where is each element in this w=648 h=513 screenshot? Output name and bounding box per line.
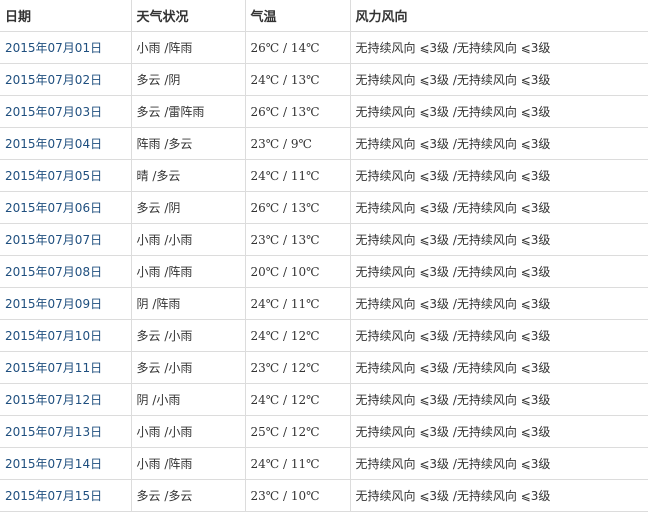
table-row: 2015年07月13日 小雨 /小雨 25℃ / 12℃ 无持续风向 ⩽3级 /无持续… — [0, 415, 648, 448]
date-link[interactable]: 2015年07月15日 — [5, 489, 103, 503]
wind-cell: 无持续风向 ⩽3级 /无持续风向 ⩽3级 — [349, 319, 648, 352]
header-date: 日期 — [0, 0, 132, 32]
header-wind: 风力风向 — [349, 0, 648, 32]
table-header-row: 日期 天气状况 气温 风力风向 — [0, 0, 648, 32]
table-row: 2015年07月01日 小雨 /阵雨 26℃ / 14℃ 无持续风向 ⩽3级 /无持续… — [0, 31, 648, 64]
weather-cell: 小雨 /阵雨 — [130, 255, 246, 288]
table-row: 2015年07月09日 阴 /阵雨 24℃ / 11℃ 无持续风向 ⩽3级 /无持续风… — [0, 287, 648, 320]
date-cell: 2015年07月13日 — [0, 415, 132, 448]
date-link[interactable]: 2015年07月10日 — [5, 329, 103, 343]
date-link[interactable]: 2015年07月01日 — [5, 41, 103, 55]
table-row: 2015年07月11日 多云 /小雨 23℃ / 12℃ 无持续风向 ⩽3级 /无持续… — [0, 351, 648, 384]
weather-cell: 阵雨 /多云 — [130, 127, 246, 160]
wind-cell: 无持续风向 ⩽3级 /无持续风向 ⩽3级 — [349, 479, 648, 512]
date-cell: 2015年07月04日 — [0, 127, 132, 160]
table-row: 2015年07月03日 多云 /雷阵雨 26℃ / 13℃ 无持续风向 ⩽3级 /无持… — [0, 95, 648, 128]
wind-cell: 无持续风向 ⩽3级 /无持续风向 ⩽3级 — [349, 31, 648, 64]
date-link[interactable]: 2015年07月06日 — [5, 201, 103, 215]
weather-cell: 晴 /多云 — [130, 159, 246, 192]
date-link[interactable]: 2015年07月11日 — [5, 361, 103, 375]
temperature-cell: 23℃ / 9℃ — [244, 127, 351, 160]
date-link[interactable]: 2015年07月08日 — [5, 265, 103, 279]
temperature-cell: 26℃ / 13℃ — [244, 191, 351, 224]
date-link[interactable]: 2015年07月04日 — [5, 137, 103, 151]
weather-cell: 多云 /雷阵雨 — [130, 95, 246, 128]
temperature-cell: 25℃ / 12℃ — [244, 415, 351, 448]
weather-cell: 阴 /阵雨 — [130, 287, 246, 320]
weather-cell: 多云 /阴 — [130, 191, 246, 224]
date-cell: 2015年07月09日 — [0, 287, 132, 320]
date-cell: 2015年07月14日 — [0, 447, 132, 480]
temperature-cell: 23℃ / 13℃ — [244, 223, 351, 256]
table-row: 2015年07月06日 多云 /阴 26℃ / 13℃ 无持续风向 ⩽3级 /无持续风… — [0, 191, 648, 224]
date-cell: 2015年07月03日 — [0, 95, 132, 128]
date-link[interactable]: 2015年07月07日 — [5, 233, 103, 247]
wind-cell: 无持续风向 ⩽3级 /无持续风向 ⩽3级 — [349, 63, 648, 96]
table-row: 2015年07月08日 小雨 /阵雨 20℃ / 10℃ 无持续风向 ⩽3级 /无持续… — [0, 255, 648, 288]
weather-cell: 小雨 /小雨 — [130, 415, 246, 448]
date-cell: 2015年07月05日 — [0, 159, 132, 192]
date-cell: 2015年07月06日 — [0, 191, 132, 224]
weather-cell: 多云 /小雨 — [130, 319, 246, 352]
header-weather: 天气状况 — [130, 0, 246, 32]
date-cell: 2015年07月08日 — [0, 255, 132, 288]
wind-cell: 无持续风向 ⩽3级 /无持续风向 ⩽3级 — [349, 287, 648, 320]
header-temperature: 气温 — [244, 0, 351, 32]
table-row: 2015年07月12日 阴 /小雨 24℃ / 12℃ 无持续风向 ⩽3级 /无持续风… — [0, 383, 648, 416]
date-cell: 2015年07月10日 — [0, 319, 132, 352]
table-row: 2015年07月02日 多云 /阴 24℃ / 13℃ 无持续风向 ⩽3级 /无持续风… — [0, 63, 648, 96]
date-cell: 2015年07月11日 — [0, 351, 132, 384]
temperature-cell: 26℃ / 14℃ — [244, 31, 351, 64]
date-cell: 2015年07月12日 — [0, 383, 132, 416]
wind-cell: 无持续风向 ⩽3级 /无持续风向 ⩽3级 — [349, 351, 648, 384]
wind-cell: 无持续风向 ⩽3级 /无持续风向 ⩽3级 — [349, 191, 648, 224]
temperature-cell: 24℃ / 12℃ — [244, 319, 351, 352]
date-link[interactable]: 2015年07月05日 — [5, 169, 103, 183]
temperature-cell: 20℃ / 10℃ — [244, 255, 351, 288]
temperature-cell: 24℃ / 11℃ — [244, 287, 351, 320]
wind-cell: 无持续风向 ⩽3级 /无持续风向 ⩽3级 — [349, 223, 648, 256]
temperature-cell: 24℃ / 12℃ — [244, 383, 351, 416]
wind-cell: 无持续风向 ⩽3级 /无持续风向 ⩽3级 — [349, 95, 648, 128]
temperature-cell: 24℃ / 13℃ — [244, 63, 351, 96]
table-row: 2015年07月14日 小雨 /阵雨 24℃ / 11℃ 无持续风向 ⩽3级 /无持续… — [0, 447, 648, 480]
wind-cell: 无持续风向 ⩽3级 /无持续风向 ⩽3级 — [349, 383, 648, 416]
weather-cell: 小雨 /阵雨 — [130, 31, 246, 64]
table-row: 2015年07月10日 多云 /小雨 24℃ / 12℃ 无持续风向 ⩽3级 /无持续… — [0, 319, 648, 352]
temperature-cell: 23℃ / 10℃ — [244, 479, 351, 512]
table-row: 2015年07月07日 小雨 /小雨 23℃ / 13℃ 无持续风向 ⩽3级 /无持续… — [0, 223, 648, 256]
temperature-cell: 26℃ / 13℃ — [244, 95, 351, 128]
date-cell: 2015年07月01日 — [0, 31, 132, 64]
date-cell: 2015年07月15日 — [0, 479, 132, 512]
wind-cell: 无持续风向 ⩽3级 /无持续风向 ⩽3级 — [349, 415, 648, 448]
date-link[interactable]: 2015年07月03日 — [5, 105, 103, 119]
wind-cell: 无持续风向 ⩽3级 /无持续风向 ⩽3级 — [349, 127, 648, 160]
temperature-cell: 24℃ / 11℃ — [244, 447, 351, 480]
weather-cell: 多云 /阴 — [130, 63, 246, 96]
date-cell: 2015年07月07日 — [0, 223, 132, 256]
weather-cell: 小雨 /小雨 — [130, 223, 246, 256]
weather-cell: 小雨 /阵雨 — [130, 447, 246, 480]
table-row: 2015年07月15日 多云 /多云 23℃ / 10℃ 无持续风向 ⩽3级 /无持续… — [0, 479, 648, 512]
wind-cell: 无持续风向 ⩽3级 /无持续风向 ⩽3级 — [349, 447, 648, 480]
wind-cell: 无持续风向 ⩽3级 /无持续风向 ⩽3级 — [349, 159, 648, 192]
weather-cell: 阴 /小雨 — [130, 383, 246, 416]
date-link[interactable]: 2015年07月13日 — [5, 425, 103, 439]
date-cell: 2015年07月02日 — [0, 63, 132, 96]
temperature-cell: 24℃ / 11℃ — [244, 159, 351, 192]
date-link[interactable]: 2015年07月09日 — [5, 297, 103, 311]
temperature-cell: 23℃ / 12℃ — [244, 351, 351, 384]
date-link[interactable]: 2015年07月12日 — [5, 393, 103, 407]
wind-cell: 无持续风向 ⩽3级 /无持续风向 ⩽3级 — [349, 255, 648, 288]
table-row: 2015年07月05日 晴 /多云 24℃ / 11℃ 无持续风向 ⩽3级 /无持续风… — [0, 159, 648, 192]
date-link[interactable]: 2015年07月02日 — [5, 73, 103, 87]
weather-cell: 多云 /多云 — [130, 479, 246, 512]
weather-cell: 多云 /小雨 — [130, 351, 246, 384]
table-row: 2015年07月04日 阵雨 /多云 23℃ / 9℃ 无持续风向 ⩽3级 /无持续风… — [0, 127, 648, 160]
date-link[interactable]: 2015年07月14日 — [5, 457, 103, 471]
